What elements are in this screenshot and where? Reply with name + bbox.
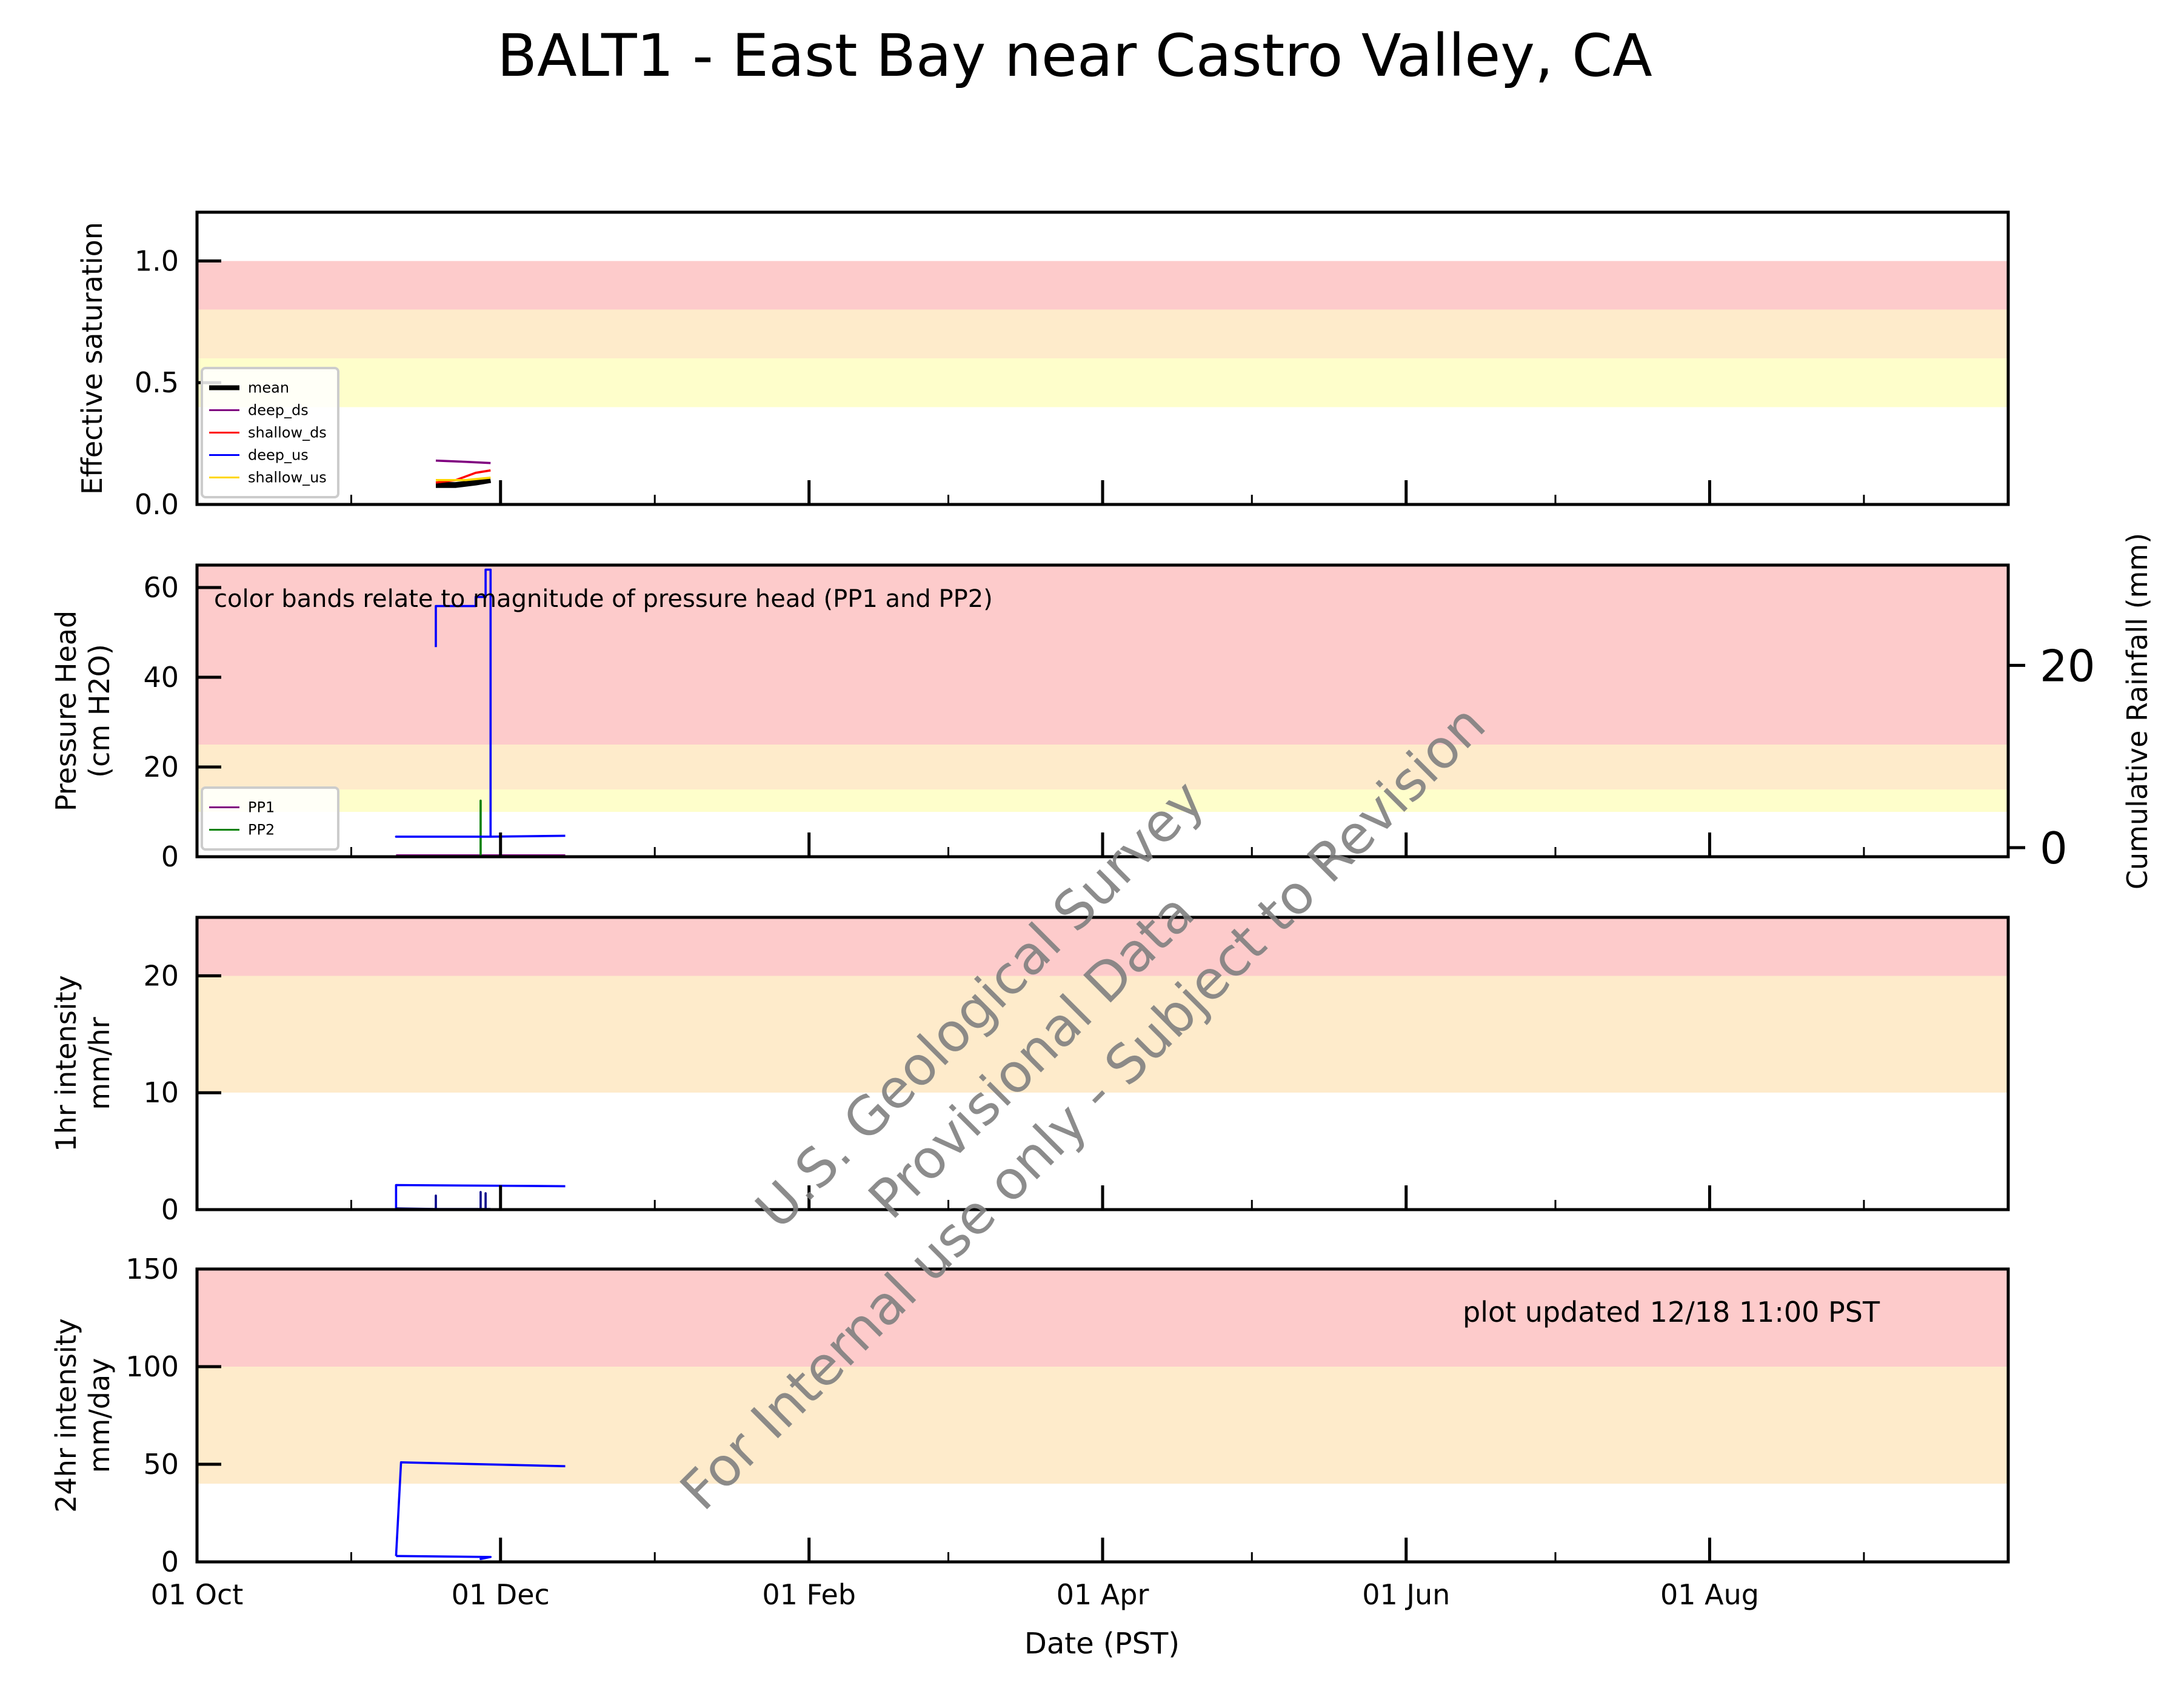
x-tick-label: 01 Jun [1362, 1578, 1450, 1611]
y-axis-label-line: Effective saturation [76, 222, 109, 495]
y-tick-label: 40 [143, 661, 179, 694]
y-axis-label: Effective saturation [76, 222, 109, 495]
y-tick-label: 20 [143, 751, 179, 783]
threshold-band-orange [197, 976, 2008, 1093]
series-line-trace-0 [395, 1184, 566, 1210]
y-axis-label: 24hr intensitymm/day [50, 1318, 116, 1513]
series-line-deep_ds [435, 459, 491, 464]
x-axis-label: Date (PST) [1024, 1627, 1180, 1661]
y2-axis-label: Cumulative Rainfall (mm) [2121, 533, 2154, 889]
y-tick-label: 0.5 [135, 366, 179, 399]
threshold-band-yellow [197, 358, 2008, 407]
series-line-shallow_us [436, 477, 491, 481]
y-tick-label: 150 [125, 1253, 179, 1285]
series-line-mean [436, 477, 492, 488]
x-tick-label: 01 Dec [452, 1578, 550, 1611]
y-axis-label-line: Pressure Head [50, 611, 82, 811]
y-tick-label: 0 [161, 1193, 179, 1226]
y2-tick-label: 0 [2040, 823, 2068, 874]
y-tick-label: 0.0 [135, 488, 179, 521]
x-tick-label: 01 Feb [762, 1578, 856, 1611]
y-tick-label: 10 [143, 1076, 179, 1109]
y-axis-label-line: mm/hr [83, 1017, 116, 1110]
legend-label: mean [248, 380, 289, 397]
threshold-band-red [197, 565, 2008, 745]
threshold-band-orange [197, 1367, 2008, 1484]
threshold-band-orange [197, 745, 2008, 789]
y-axis-label: Pressure Head(cm H2O) [50, 611, 116, 811]
x-tick-label: 01 Aug [1660, 1578, 1759, 1611]
update-note: plot updated 12/18 11:00 PST [1463, 1296, 1880, 1328]
x-tick-label: 01 Apr [1057, 1578, 1149, 1611]
y-axis-label-line: 1hr intensity [50, 975, 82, 1151]
legend-label: shallow_us [248, 469, 327, 486]
legend-label: PP1 [248, 799, 275, 816]
legend-label: deep_ds [248, 402, 309, 419]
series-line-trace-0 [395, 1461, 566, 1556]
y-axis-label-line: 24hr intensity [50, 1318, 82, 1513]
legend-label: shallow_ds [248, 424, 327, 441]
legend-box [201, 367, 339, 498]
legend: mean deep_ds shallow_ds deep_us shallow_us [201, 367, 339, 498]
y-tick-label: 0 [161, 1546, 179, 1578]
panel-4: 0 50 100 150 24hr intensitymm/day 01 Oct 01 De… [50, 1253, 2010, 1611]
threshold-band-red [197, 917, 2008, 976]
legend-label: deep_us [248, 447, 309, 464]
x-tick-label: 01 Oct [151, 1578, 244, 1611]
y-tick-label: 1.0 [135, 244, 179, 277]
band-note: color bands relate to magnitude of press… [214, 585, 993, 613]
panel-2: 0 20 40 60 Pressure Head(cm H2O) 0 20 Cumulativ… [50, 533, 2154, 889]
threshold-band-red [197, 261, 2008, 310]
series-line-trace-1 [396, 1191, 491, 1210]
y-axis-label-line: mm/day [83, 1358, 116, 1473]
panel-1: 0.0 0.5 1.0 Effective saturation mean deep_ds… [76, 210, 2010, 521]
y-tick-label: 20 [143, 959, 179, 992]
y-tick-label: 100 [125, 1350, 179, 1383]
y-axis-label-line: (cm H2O) [83, 644, 116, 778]
series-line-trace-1 [396, 1555, 492, 1560]
y2-tick-label: 20 [2040, 640, 2096, 691]
threshold-band-red [197, 1269, 2008, 1367]
panel-3: 0 10 20 1hr intensitymm/hr [50, 916, 2010, 1226]
y-tick-label: 0 [161, 840, 179, 873]
figure-title: BALT1 - East Bay near Castro Valley, CA [497, 22, 1652, 90]
legend-box [201, 786, 339, 851]
legend-label: PP2 [248, 822, 275, 839]
series-line-trace-2 [395, 568, 566, 838]
y-tick-label: 60 [143, 571, 179, 604]
y-axis-label: 1hr intensitymm/hr [50, 975, 116, 1151]
y-tick-label: 50 [143, 1448, 179, 1481]
threshold-band-orange [197, 309, 2008, 358]
threshold-band-yellow [197, 789, 2008, 812]
series-line-shallow_ds [435, 469, 491, 484]
